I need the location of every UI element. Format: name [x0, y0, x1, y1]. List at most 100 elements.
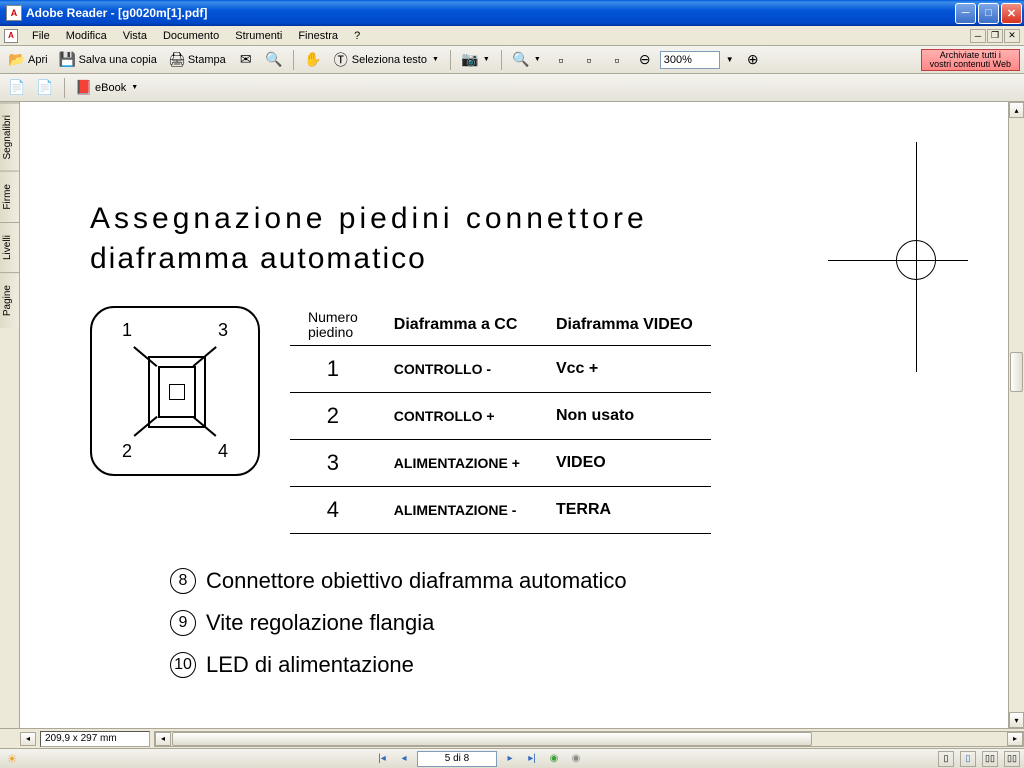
select-text-button[interactable]: ⓉSeleziona testo▼ [328, 49, 444, 71]
pin-1-label: 1 [122, 320, 132, 341]
print-icon: 🖨 [169, 52, 185, 68]
item-text: LED di alimentazione [206, 652, 414, 678]
reflow-icon: 📄 [37, 80, 53, 96]
doc-heading-2: diaframma automatico [90, 242, 948, 276]
zoom-out-button[interactable]: ⊖ [632, 49, 658, 71]
document-scroll[interactable]: Assegnazione piedini connettore diaframm… [20, 102, 1008, 728]
scroll-down-button[interactable]: ▾ [1009, 712, 1024, 728]
separator [501, 50, 502, 70]
item-text: Vite regolazione flangia [206, 610, 434, 636]
titlebar: A Adobe Reader - [g0020m[1].pdf] ─ □ ✕ [0, 0, 1024, 26]
binoculars-icon: 🔍 [266, 52, 282, 68]
page-indicator[interactable]: 5 di 8 [417, 751, 497, 767]
zoom-out-icon: ⊖ [637, 52, 653, 68]
horizontal-scrollbar[interactable]: ◂ ▸ [154, 731, 1024, 747]
open-button[interactable]: 📂Apri [4, 49, 53, 71]
menu-help[interactable]: ? [346, 28, 368, 44]
first-page-button[interactable]: |◂ [373, 751, 391, 767]
menu-finestra[interactable]: Finestra [290, 28, 346, 44]
page-facing-button[interactable]: ▫ [604, 49, 630, 71]
open-label: Apri [28, 54, 48, 66]
print-button[interactable]: 🖨Stampa [164, 49, 231, 71]
single-page-view-button[interactable]: ▯ [938, 751, 954, 767]
menu-vista[interactable]: Vista [115, 28, 155, 44]
search-button[interactable]: 🔍 [261, 49, 287, 71]
menu-documento[interactable]: Documento [155, 28, 227, 44]
menubar: A File Modifica Vista Documento Strument… [0, 26, 1024, 46]
ebook-label: eBook [95, 82, 126, 94]
menu-strumenti[interactable]: Strumenti [227, 28, 290, 44]
ebook-button[interactable]: 📕eBook ▼ [71, 77, 143, 99]
last-page-button[interactable]: ▸| [523, 751, 541, 767]
page-cont-button[interactable]: ▫ [576, 49, 602, 71]
vertical-scrollbar[interactable]: ▴ ▾ [1008, 102, 1024, 728]
snapshot-button[interactable]: 📷▼ [457, 49, 495, 71]
window-title: Adobe Reader - [g0020m[1].pdf] [26, 6, 955, 20]
separator [64, 78, 65, 98]
page-icon: ▫ [553, 52, 569, 68]
item-number: 10 [170, 652, 196, 678]
save-copy-button[interactable]: 💾Salva una copia [55, 49, 162, 71]
reflow-button[interactable]: 📄 [32, 77, 58, 99]
tab-segnalibri[interactable]: Segnalibri [0, 102, 19, 171]
menu-modifica[interactable]: Modifica [58, 28, 115, 44]
th-video: Diaframma VIDEO [538, 306, 711, 345]
zoom-dropdown[interactable]: ▼ [726, 55, 734, 64]
table-row: 3ALIMENTAZIONE +VIDEO [290, 439, 711, 486]
doc-icon: 📄 [9, 80, 25, 96]
toolbar-secondary: 📄 📄 📕eBook ▼ [0, 74, 1024, 102]
hscroll-thumb[interactable] [172, 732, 812, 746]
ad-banner[interactable]: Archiviate tutti i vostri contenuti Web [921, 49, 1020, 71]
page-size-display: 209,9 x 297 mm [40, 731, 150, 747]
pin-2-label: 2 [122, 441, 132, 462]
minimize-button[interactable]: ─ [955, 3, 976, 24]
connector-diagram: 1 3 2 4 [90, 306, 260, 476]
back-button[interactable]: ◉ [545, 751, 563, 767]
pin-3-label: 3 [218, 320, 228, 341]
registration-mark [828, 142, 968, 372]
maximize-button[interactable]: □ [978, 3, 999, 24]
next-page-button[interactable]: ▸ [501, 751, 519, 767]
howto-button[interactable]: 📄 [4, 77, 30, 99]
tab-firme[interactable]: Firme [0, 171, 19, 222]
window-controls: ─ □ ✕ [955, 3, 1022, 24]
collapse-panel-button[interactable]: ◂ [20, 732, 36, 746]
table-row: 2CONTROLLO +Non usato [290, 392, 711, 439]
menu-file[interactable]: File [24, 28, 58, 44]
scroll-thumb[interactable] [1010, 352, 1023, 392]
page-navigation: |◂ ◂ 5 di 8 ▸ ▸| ◉ ◉ [373, 751, 585, 767]
close-button[interactable]: ✕ [1001, 3, 1022, 24]
dropdown-icon: ▼ [131, 84, 138, 91]
app-icon: A [6, 5, 22, 21]
ebook-icon: 📕 [76, 80, 92, 96]
prev-page-button[interactable]: ◂ [395, 751, 413, 767]
page-single-button[interactable]: ▫ [548, 49, 574, 71]
scroll-right-button[interactable]: ▸ [1007, 732, 1023, 746]
pin-4-label: 4 [218, 441, 228, 462]
mail-button[interactable]: ✉ [233, 49, 259, 71]
mdi-restore[interactable]: ❐ [987, 29, 1003, 43]
forward-button[interactable]: ◉ [567, 751, 585, 767]
continuous-view-button[interactable]: ▯ [960, 751, 976, 767]
hand-tool-button[interactable]: ✋ [300, 49, 326, 71]
mdi-minimize[interactable]: ─ [970, 29, 986, 43]
tab-livelli[interactable]: Livelli [0, 222, 19, 272]
page-cont-icon: ▫ [581, 52, 597, 68]
tab-pagine[interactable]: Pagine [0, 272, 19, 328]
item-list: 8Connettore obiettivo diaframma automati… [170, 568, 948, 678]
scroll-up-button[interactable]: ▴ [1009, 102, 1024, 118]
zoom-input[interactable]: 300% [660, 51, 720, 69]
page-facing-icon: ▫ [609, 52, 625, 68]
text-select-icon: Ⓣ [333, 52, 349, 68]
pdf-page: Assegnazione piedini connettore diaframm… [20, 102, 1008, 728]
zoom-in-button[interactable]: 🔍▼ [508, 49, 546, 71]
table-row: 1CONTROLLO -Vcc + [290, 345, 711, 392]
save-icon: 💾 [60, 52, 76, 68]
ad-line2: vostri contenuti Web [930, 60, 1011, 69]
zoom-plus-button[interactable]: ⊕ [740, 49, 766, 71]
mdi-close[interactable]: ✕ [1004, 29, 1020, 43]
dropdown-icon: ▼ [483, 56, 490, 63]
content-area: Segnalibri Firme Livelli Pagine Assegnaz… [0, 102, 1024, 728]
dropdown-icon: ▼ [432, 56, 439, 63]
scroll-left-button[interactable]: ◂ [155, 732, 171, 746]
